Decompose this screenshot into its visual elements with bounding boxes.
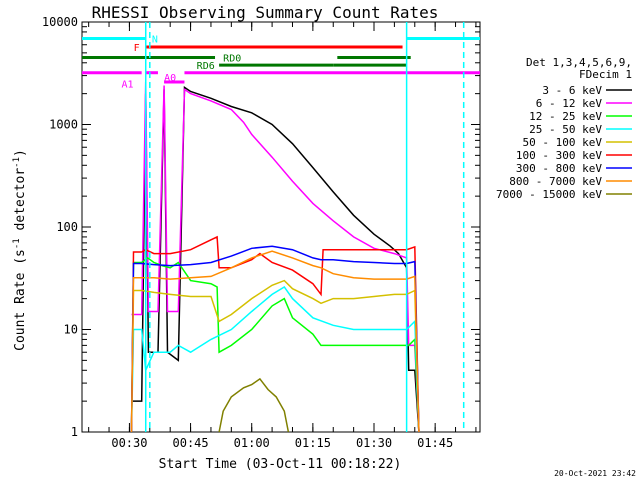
legend-label: 6 - 12 keV xyxy=(536,97,603,110)
x-tick-label: 01:00 xyxy=(234,436,270,450)
series-lines xyxy=(130,81,420,433)
y-axis-label-end: ) xyxy=(13,149,28,157)
series-line-4 xyxy=(130,285,420,433)
y-tick-label: 10000 xyxy=(42,15,78,29)
series-line-2 xyxy=(131,81,420,433)
legend-label: 300 - 800 keV xyxy=(516,162,602,175)
status-label-n: N xyxy=(152,35,158,46)
legend-header-line-1: Det 1,3,4,5,6,9, xyxy=(526,56,632,69)
status-bars: N F RD0 RD6 A0 A1 xyxy=(82,35,480,91)
legend-label: 7000 - 15000 keV xyxy=(496,188,602,201)
series-line-7 xyxy=(130,245,420,433)
series-line-1 xyxy=(131,86,420,433)
y-axis-label-mid: detector xyxy=(13,168,28,239)
x-tick-label: 00:45 xyxy=(173,436,209,450)
legend-label: 25 - 50 keV xyxy=(529,123,602,136)
y-axis-label-sup1: -1 xyxy=(12,238,22,249)
legend-label: 50 - 100 keV xyxy=(523,136,603,149)
x-tick-label: 01:45 xyxy=(417,436,453,450)
status-label-a1: A1 xyxy=(121,80,133,91)
x-tick-label: 01:30 xyxy=(356,436,392,450)
x-tick-label: 00:30 xyxy=(111,436,147,450)
y-axis-label-sup2: -1 xyxy=(12,157,22,168)
series-line-8 xyxy=(130,250,420,433)
series-line-5 xyxy=(130,279,420,433)
series-line-6 xyxy=(130,235,420,433)
legend-label: 12 - 25 keV xyxy=(529,110,602,123)
y-axis-label: Count Rate (s-1 detector-1) xyxy=(12,149,28,351)
legend-header-line-2: FDecim 1 xyxy=(579,68,632,81)
chart-title: RHESSI Observing Summary Count Rates xyxy=(92,3,439,22)
axes: 1 10 100 1000 10000 00:30 00:45 01:00 01:15 01:30… xyxy=(42,15,481,450)
footer-timestamp: 20-Oct-2021 23:42 xyxy=(554,469,636,478)
y-tick-label: 1 xyxy=(71,425,78,439)
status-label-f: F xyxy=(134,43,140,54)
event-lines xyxy=(144,22,465,432)
legend-label: 800 - 7000 keV xyxy=(509,175,602,188)
status-label-rd6: RD6 xyxy=(197,61,215,72)
x-tick-label: 01:15 xyxy=(295,436,331,450)
series-line-3 xyxy=(130,256,420,433)
x-axis-label: Start Time (03-Oct-11 00:18:22) xyxy=(159,457,402,472)
y-axis-label-main: Count Rate (s xyxy=(13,249,28,351)
legend-label: 3 - 6 keV xyxy=(542,84,602,97)
status-label-a0: A0 xyxy=(164,73,176,84)
series-line-9 xyxy=(218,377,290,433)
status-label-rd0: RD0 xyxy=(223,54,241,65)
y-tick-label: 1000 xyxy=(49,118,78,132)
y-tick-label: 10 xyxy=(64,323,78,337)
legend-label: 100 - 300 keV xyxy=(516,149,602,162)
y-tick-label: 100 xyxy=(56,220,78,234)
